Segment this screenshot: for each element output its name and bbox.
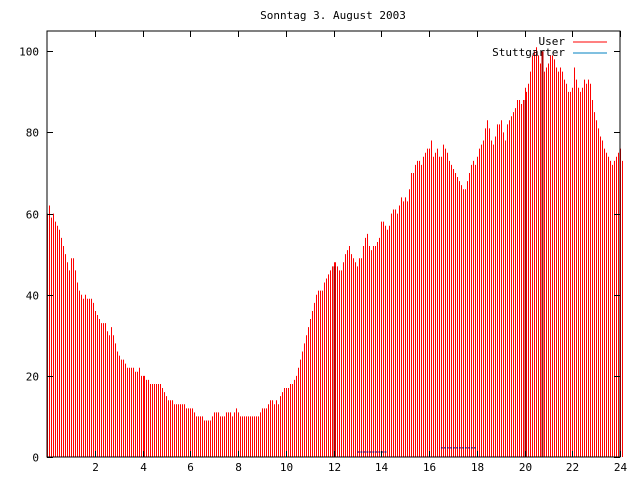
x-axis-ticks: 2 4 6 8 10 12 14 16 18 20 22 24	[92, 31, 627, 474]
plot-frame	[46, 30, 621, 458]
legend-label-user: User	[539, 35, 566, 48]
x-tick-label: 22	[566, 461, 579, 474]
x-tick-label: 8	[235, 461, 242, 474]
user-bars	[47, 47, 623, 457]
legend-label-stuttgarter: Stuttgarter	[492, 46, 565, 59]
chart-title: Sonntag 3. August 2003	[260, 9, 406, 22]
x-tick-label: 16	[423, 461, 436, 474]
y-tick-label: 80	[26, 127, 39, 140]
y-axis-ticks: 0 20 40 60 80 100	[19, 46, 620, 465]
x-tick-label: 18	[471, 461, 484, 474]
legend: User Stuttgarter	[492, 35, 607, 59]
x-tick-label: 14	[375, 461, 389, 474]
x-tick-label: 24	[614, 461, 628, 474]
x-tick-label: 12	[328, 461, 341, 474]
y-tick-label: 20	[26, 371, 39, 384]
y-tick-label: 0	[32, 452, 39, 465]
x-tick-label: 10	[280, 461, 293, 474]
x-tick-label: 4	[140, 461, 147, 474]
y-tick-label: 100	[19, 46, 39, 59]
y-tick-label: 40	[26, 290, 39, 303]
x-tick-label: 6	[187, 461, 194, 474]
stuttgarter-series	[357, 447, 477, 453]
x-tick-label: 2	[92, 461, 99, 474]
x-tick-label: 20	[519, 461, 532, 474]
y-tick-label: 60	[26, 209, 39, 222]
